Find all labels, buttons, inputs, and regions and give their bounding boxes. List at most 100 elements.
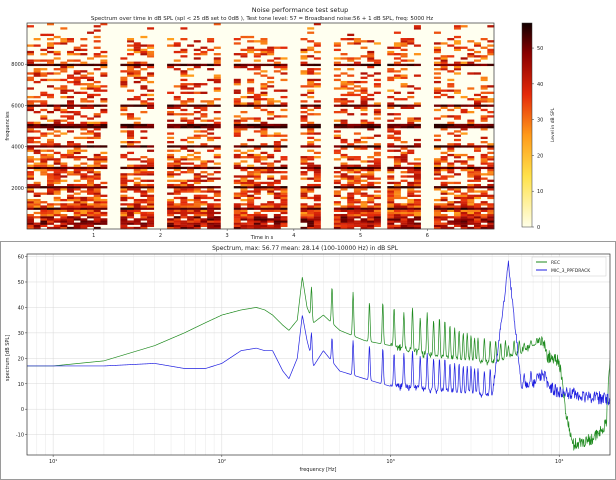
heatmap-x-tick-label: 3 (226, 233, 229, 239)
heatmap-cell (353, 179, 361, 182)
heatmap-cell (53, 121, 61, 125)
heatmap-cell (133, 98, 141, 101)
heatmap-cell (447, 115, 455, 118)
heatmap-cell (187, 87, 195, 90)
heatmap-cell (373, 59, 381, 62)
heatmap-cell (87, 93, 95, 97)
heatmap-cell (407, 171, 415, 174)
heatmap-cell (140, 68, 148, 71)
heatmap-cell (367, 136, 375, 140)
heatmap-cell (193, 130, 201, 133)
heatmap-cell (333, 74, 341, 77)
heatmap-cell (200, 126, 208, 129)
heatmap-cell (367, 173, 375, 176)
heatmap-cell (80, 100, 88, 103)
heatmap-cell (120, 141, 128, 144)
heatmap-cell (367, 226, 375, 230)
heatmap-cell (473, 220, 481, 223)
heatmap-cell (120, 194, 128, 197)
heatmap-cell (247, 164, 255, 167)
heatmap-cell (253, 216, 261, 219)
heatmap-cell (447, 123, 455, 127)
heatmap-cell (87, 72, 95, 75)
heatmap-cell (273, 132, 281, 135)
heatmap-cell (40, 48, 48, 52)
heatmap-cell (173, 222, 181, 225)
heatmap-cell (440, 198, 448, 202)
heatmap-cell (387, 119, 395, 122)
heatmap-cell (240, 190, 248, 193)
heatmap-cell (167, 220, 175, 223)
heatmap-cell (60, 68, 68, 71)
heatmap-cell (307, 141, 315, 144)
heatmap-cell (140, 93, 148, 97)
heatmap-cell (253, 181, 261, 185)
heatmap-cell (280, 72, 288, 75)
heatmap-cell (253, 153, 261, 157)
heatmap-cell (140, 61, 148, 64)
heatmap-cell (307, 40, 315, 43)
heatmap-cell (60, 42, 68, 45)
heatmap-cell (440, 218, 448, 221)
heatmap-cell (247, 179, 255, 182)
heatmap-cell (487, 222, 495, 225)
heatmap-cell (353, 106, 361, 109)
heatmap-cell (347, 123, 355, 127)
heatmap-cell (267, 183, 275, 187)
heatmap-cell (413, 87, 421, 90)
heatmap-cell (173, 50, 181, 54)
heatmap-cell (453, 224, 461, 228)
heatmap-cell (100, 126, 108, 129)
heatmap-x-tick-label: 5 (359, 233, 362, 239)
heatmap-cell (447, 222, 455, 225)
heatmap-cell (393, 44, 401, 47)
heatmap-cell (273, 207, 281, 210)
heatmap-cell (180, 119, 188, 122)
heatmap-cell (167, 38, 175, 41)
heatmap-cell (353, 216, 361, 219)
heatmap-cell (333, 110, 341, 114)
heatmap-cell (207, 222, 215, 225)
heatmap-cell (193, 173, 201, 176)
heatmap-cell (80, 145, 88, 148)
heatmap-cell (373, 72, 381, 75)
heatmap-cell (133, 44, 141, 47)
heatmap-cell (467, 121, 475, 125)
heatmap-cell (67, 143, 74, 146)
heatmap-cell (207, 63, 215, 67)
heatmap-cell (447, 121, 455, 125)
heatmap-cell (167, 141, 175, 144)
heatmap-cell (340, 80, 348, 84)
heatmap-cell (447, 164, 455, 167)
heatmap-cell (333, 186, 341, 189)
heatmap-cell (407, 85, 415, 88)
heatmap-cell (360, 218, 368, 221)
heatmap-cell (353, 145, 361, 148)
heatmap-cell (480, 226, 488, 230)
heatmap-cell (487, 203, 495, 206)
heatmap-cell (307, 104, 315, 107)
heatmap-cell (367, 55, 375, 58)
heatmap-cell (180, 108, 188, 112)
line-x-tick-label: 10⁴ (555, 459, 563, 465)
heatmap-cell (53, 173, 61, 176)
heatmap-cell (440, 224, 448, 228)
heatmap-cell (480, 207, 488, 210)
heatmap-cell (213, 57, 221, 60)
heatmap-cell (400, 83, 408, 86)
heatmap-cell (67, 65, 74, 69)
heatmap-cell (173, 226, 181, 230)
heatmap-cell (87, 141, 95, 144)
heatmap-cell (213, 87, 221, 90)
heatmap-cell (393, 216, 401, 219)
heatmap-cell (280, 175, 288, 178)
heatmap-cell (53, 50, 61, 54)
heatmap-cell (447, 205, 455, 208)
heatmap-cell (273, 166, 281, 170)
heatmap-cell (240, 53, 248, 56)
heatmap-cell (413, 216, 421, 219)
heatmap-cell (347, 33, 355, 37)
heatmap-cell (27, 145, 34, 148)
heatmap-cell (453, 134, 461, 137)
heatmap-cell (120, 196, 128, 200)
